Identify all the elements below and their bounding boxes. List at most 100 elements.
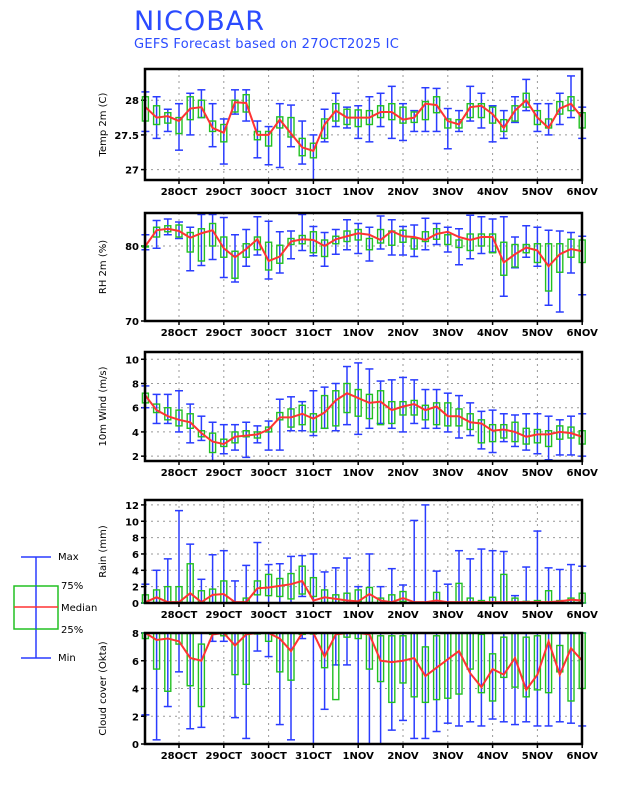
box-2 [163, 218, 172, 236]
panel-frame [143, 498, 584, 605]
x-tick-label: 1NOV [343, 328, 375, 339]
iqr-box [197, 430, 206, 438]
median-line [144, 98, 583, 153]
iqr-box [287, 572, 295, 600]
box-6 [208, 102, 217, 148]
iqr-box [567, 238, 575, 258]
y-tick-label: 70 [125, 317, 139, 328]
x-tick-label: 31OCT [295, 468, 332, 479]
x-tick-label: 5NOV [522, 751, 554, 762]
y-tick-label: 8 [132, 629, 139, 640]
x-tick-label: 30OCT [250, 751, 287, 762]
x-tick-label: 1NOV [343, 187, 375, 198]
iqr-box [477, 233, 486, 247]
iqr-box [533, 428, 542, 444]
iqr-box [287, 116, 295, 138]
x-tick-label: 30OCT [250, 610, 287, 621]
iqr-box [309, 576, 318, 598]
box-30 [477, 548, 486, 604]
x-tick-label: 3NOV [432, 751, 464, 762]
box-34 [522, 566, 531, 604]
x-tick-label: 1NOV [343, 610, 375, 621]
y-tick-label: 6 [132, 404, 139, 415]
x-tick-label: 3NOV [432, 187, 464, 198]
box-27 [443, 632, 452, 724]
iqr-box [522, 92, 530, 108]
iqr-box [432, 635, 441, 701]
x-tick-label: 31OCT [295, 610, 332, 621]
panel-3: 2 4 6 8 10 28OCT 29OCT 30OCT 31OCT 1NOV 2NOV 3NOV 4N… [98, 350, 599, 479]
legend-median-label: Median [61, 603, 97, 614]
iqr-box [365, 393, 374, 420]
box-34 [522, 413, 531, 451]
y-tick-label: 4 [132, 685, 139, 696]
iqr-box [197, 643, 206, 708]
panel-4: 0 2 4 6 8 10 12 28OCT 29OCT 30OCT 31OCT 1NOV 2NOV 3NO… [98, 498, 599, 621]
y-tick-label: 10 [125, 355, 139, 366]
x-tick-label: 5NOV [522, 610, 554, 621]
y-tick-label: 6 [132, 550, 139, 561]
iqr-box [488, 106, 497, 124]
x-tick-label: 31OCT [295, 187, 332, 198]
iqr-box [522, 636, 530, 698]
iqr-box [365, 237, 374, 251]
iqr-box [152, 226, 161, 238]
y-axis-label: Rain (mm) [98, 525, 109, 578]
iqr-box [186, 231, 194, 253]
iqr-box [477, 633, 486, 694]
x-tick-label: 5NOV [522, 187, 554, 198]
x-tick-label: 6NOV [567, 610, 599, 621]
box-36 [544, 415, 553, 461]
y-tick-label: 0 [132, 599, 139, 610]
box-34 [522, 225, 531, 258]
iqr-box [376, 228, 385, 244]
iqr-box [320, 118, 329, 140]
box-12 [275, 102, 284, 169]
box-7 [219, 118, 228, 165]
page-subtitle: GEFS Forecast based on 27OCT2025 IC [134, 37, 400, 52]
box-14 [298, 554, 307, 598]
box-14 [298, 120, 307, 165]
box-34 [522, 632, 531, 723]
box-27 [443, 107, 452, 150]
box-9 [242, 632, 251, 740]
y-tick-label: 10 [125, 517, 139, 528]
y-tick-label: 6 [132, 657, 139, 668]
box-9 [242, 421, 251, 459]
box-20 [365, 368, 374, 430]
box-31 [488, 632, 497, 720]
box-21 [376, 632, 385, 745]
panel-frame [143, 211, 584, 323]
iqr-box [231, 250, 239, 279]
y-tick-label: 8 [132, 379, 139, 390]
iqr-box [388, 635, 396, 704]
boxplot-legend: Max 75% Median 25% Min [13, 552, 97, 664]
x-tick-label: 6NOV [567, 468, 599, 479]
x-tick-label: 3NOV [432, 328, 464, 339]
iqr-box [276, 411, 284, 421]
box-25 [421, 632, 430, 740]
box-2 [163, 393, 172, 425]
box-28 [455, 394, 463, 439]
box-24 [410, 519, 419, 604]
x-tick-label: 31OCT [295, 751, 332, 762]
box-23 [399, 376, 407, 433]
iqr-box [309, 413, 318, 433]
box-18 [343, 632, 351, 666]
x-tick-label: 2NOV [387, 468, 419, 479]
y-tick-label: 0 [132, 740, 139, 751]
iqr-box [432, 402, 441, 426]
box-15 [309, 390, 318, 437]
iqr-box [533, 109, 542, 126]
iqr-box [544, 430, 553, 448]
y-tick-label: 2 [132, 583, 139, 594]
x-tick-label: 4NOV [477, 751, 509, 762]
box-31 [488, 218, 497, 254]
y-tick-label: 27 [125, 166, 139, 177]
box-17 [331, 632, 340, 701]
iqr-box [276, 244, 284, 264]
x-tick-label: 29OCT [206, 751, 243, 762]
box-38 [567, 75, 575, 119]
panel-2: 70 80 28OCT 29OCT 30OCT 31OCT 1NOV 2NOV 3NOV 4NOV… [98, 211, 598, 339]
box-26 [432, 388, 441, 430]
